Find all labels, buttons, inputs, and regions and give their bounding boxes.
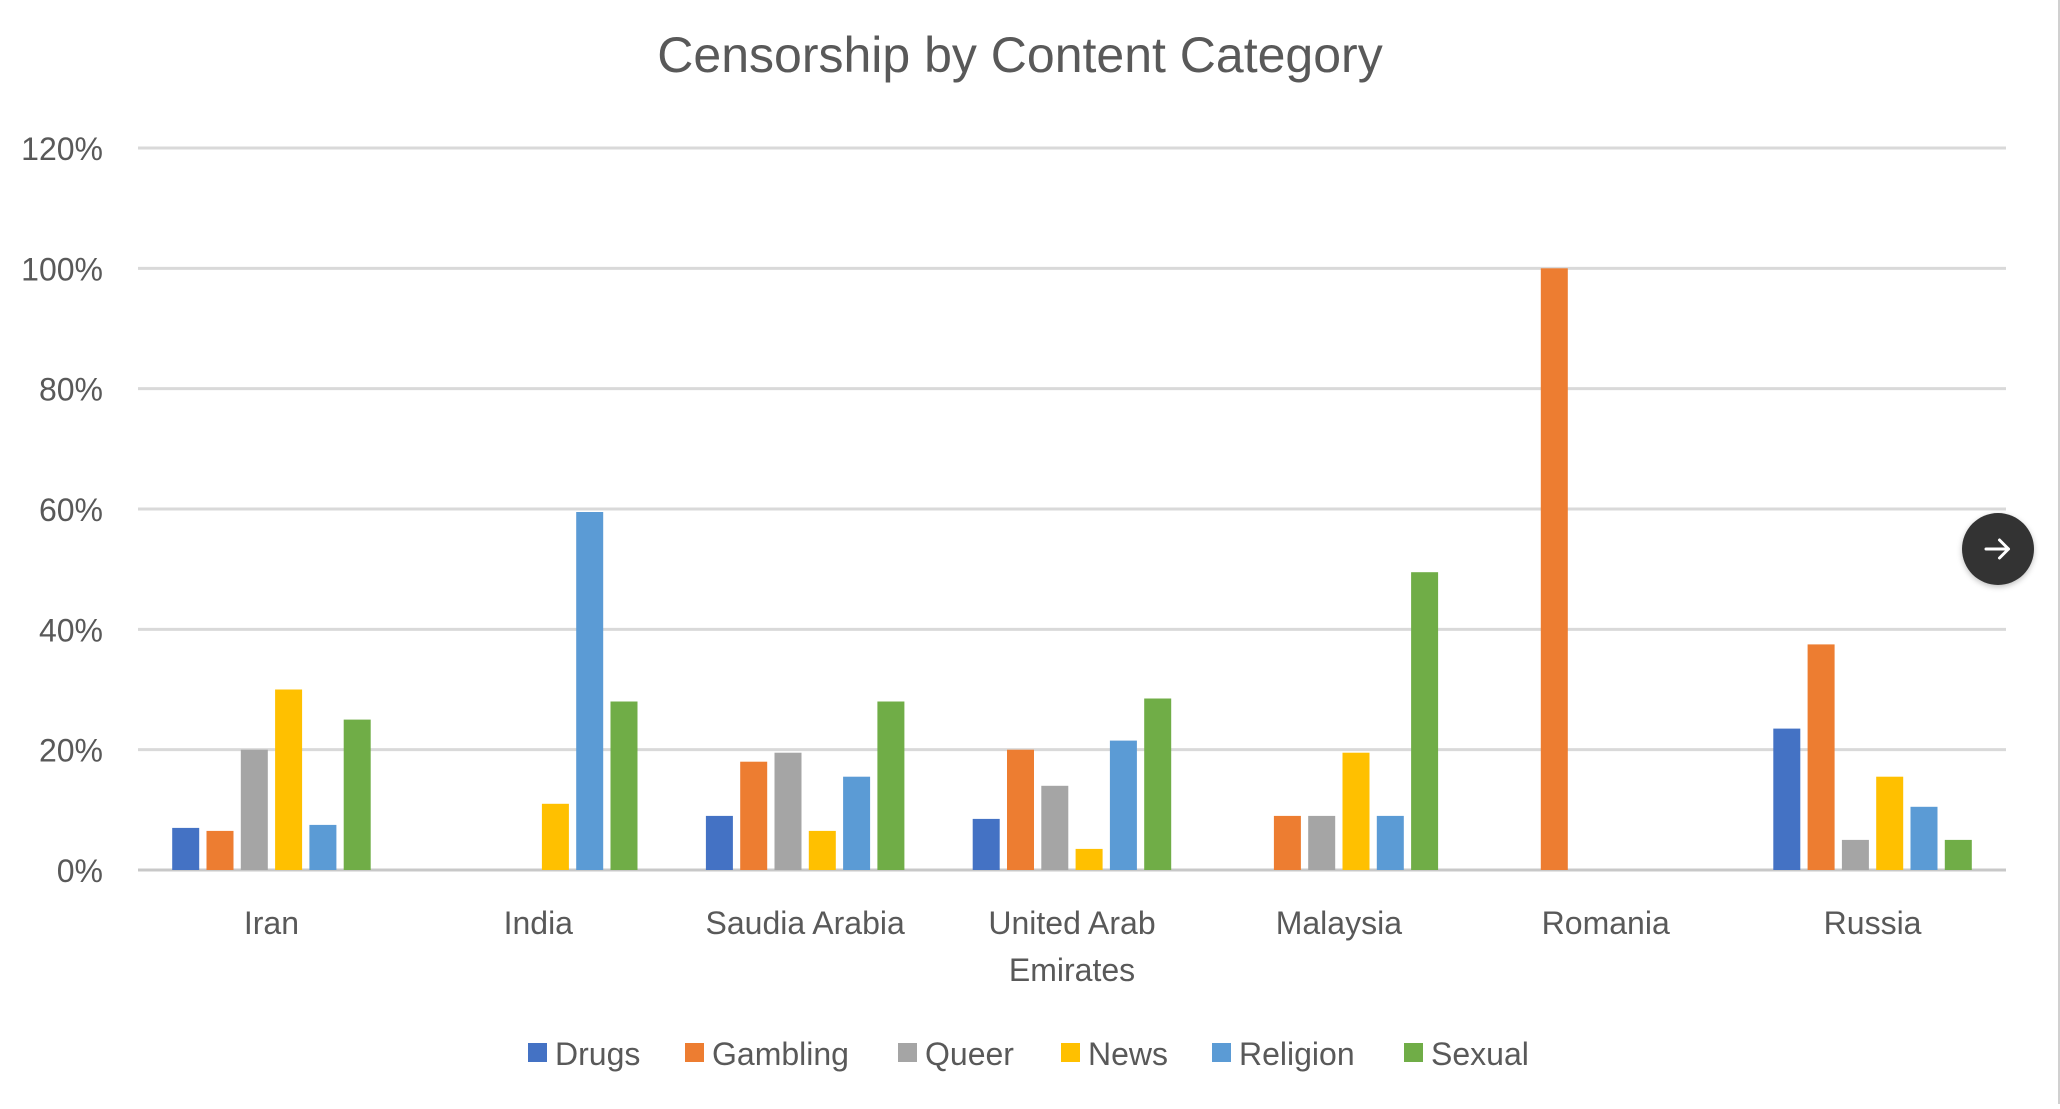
legend-label: Queer [925, 1036, 1014, 1072]
legend-label: Drugs [555, 1036, 640, 1072]
bar-gambling [740, 761, 768, 870]
window-edge-divider [2058, 0, 2060, 1104]
chart-title: Censorship by Content Category [657, 27, 1382, 83]
legend-swatch [1404, 1043, 1423, 1062]
bar-news [1075, 848, 1103, 870]
bar-religion [1109, 740, 1137, 870]
bar-sexual [343, 719, 371, 870]
bar-queer [1308, 815, 1336, 870]
x-category-label: Romania [1542, 905, 1670, 941]
legend-label: Religion [1239, 1036, 1355, 1072]
y-tick-label: 80% [39, 372, 103, 408]
legend-swatch [1061, 1043, 1080, 1062]
bar-queer [774, 752, 802, 870]
bar-queer [1041, 785, 1069, 870]
bar-news [1876, 776, 1904, 870]
bar-gambling [1807, 644, 1835, 870]
y-tick-label: 20% [39, 733, 103, 769]
bar-religion [1910, 806, 1938, 870]
legend-label: News [1088, 1036, 1168, 1072]
x-category-label: United Arab [988, 905, 1155, 941]
y-tick-label: 120% [21, 131, 103, 167]
y-axis-tick-labels: 0% 20% 40% 60% 80% 100% 120% [21, 131, 103, 889]
x-axis-category-labels: Iran India Saudia Arabia United Arab Emirate… [244, 905, 1922, 988]
legend-swatch [685, 1043, 704, 1062]
y-tick-label: 40% [39, 612, 103, 648]
bar-religion [843, 776, 871, 870]
bar-religion [576, 512, 604, 870]
bar-queer [240, 749, 268, 870]
bar-religion [309, 824, 337, 870]
x-category-label: India [504, 905, 574, 941]
bar-drugs [705, 815, 733, 870]
bar-sexual [1411, 572, 1439, 870]
bar-gambling [1540, 268, 1568, 870]
x-category-label: Emirates [1009, 952, 1135, 988]
x-category-label: Iran [244, 905, 299, 941]
bar-gambling [1007, 749, 1034, 870]
bar-sexual [877, 701, 905, 870]
y-tick-label: 0% [57, 853, 103, 889]
x-category-label: Saudia Arabia [706, 905, 905, 941]
next-button[interactable] [1962, 513, 2034, 585]
bar-sexual [1944, 839, 1972, 870]
bar-news [808, 830, 836, 870]
bar-sexual [1144, 698, 1172, 870]
legend-label: Sexual [1431, 1036, 1529, 1072]
bar-gambling [1273, 815, 1301, 870]
legend-swatch [528, 1043, 547, 1062]
bar-drugs [172, 827, 200, 870]
x-category-label: Russia [1824, 905, 1922, 941]
bar-news [1342, 752, 1370, 870]
arrow-right-icon [1984, 538, 2010, 560]
legend-swatch [898, 1043, 917, 1062]
bar-queer [1841, 839, 1869, 870]
bars [172, 268, 1972, 870]
bar-sexual [610, 701, 638, 870]
y-tick-label: 100% [21, 251, 103, 287]
bar-drugs [972, 818, 1000, 870]
bar-news [541, 803, 569, 870]
bar-religion [1376, 815, 1404, 870]
gridlines [138, 146, 2006, 872]
bar-gambling [206, 830, 234, 870]
bar-drugs [1773, 728, 1801, 870]
y-tick-label: 60% [39, 492, 103, 528]
x-category-label: Malaysia [1276, 905, 1402, 941]
bar-news [275, 689, 303, 870]
legend-label: Gambling [712, 1036, 849, 1072]
legend: Drugs Gambling Queer News Religion Sexual [528, 1036, 1529, 1072]
legend-swatch [1212, 1043, 1231, 1062]
